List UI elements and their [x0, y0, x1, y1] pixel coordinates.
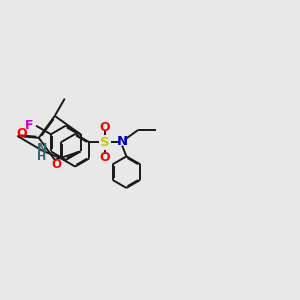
Text: N: N: [117, 135, 128, 148]
Text: O: O: [100, 151, 110, 164]
Text: O: O: [16, 127, 27, 140]
Text: O: O: [51, 158, 61, 171]
Text: F: F: [25, 119, 34, 132]
Text: N: N: [37, 142, 47, 155]
Text: O: O: [100, 121, 110, 134]
Text: H: H: [37, 152, 46, 162]
Text: S: S: [100, 136, 110, 149]
